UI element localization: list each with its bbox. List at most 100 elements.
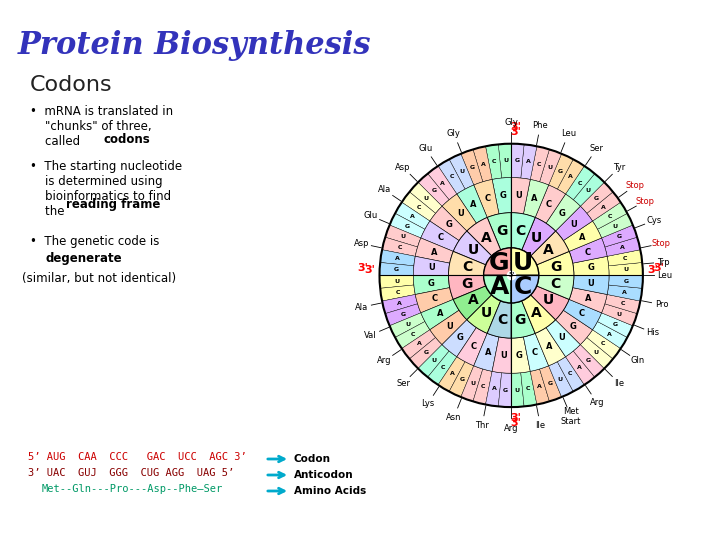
Wedge shape — [484, 248, 511, 275]
Text: G: G — [500, 191, 507, 200]
Wedge shape — [379, 275, 414, 288]
Text: C: C — [395, 290, 400, 295]
Wedge shape — [531, 231, 569, 265]
Text: A: A — [536, 384, 541, 389]
Text: Ala: Ala — [355, 303, 368, 312]
Text: •  The starting nucleotide
    is determined using
    bioinformatics to find
  : • The starting nucleotide is determined … — [30, 160, 182, 218]
Text: His: His — [647, 328, 660, 337]
Wedge shape — [557, 357, 585, 392]
Wedge shape — [449, 275, 486, 299]
Wedge shape — [487, 301, 511, 338]
Wedge shape — [449, 154, 474, 189]
Wedge shape — [557, 159, 585, 194]
Wedge shape — [457, 185, 487, 223]
Wedge shape — [511, 337, 531, 373]
Text: Gly: Gly — [447, 129, 461, 138]
Wedge shape — [531, 369, 549, 404]
Text: A: A — [531, 194, 538, 203]
Wedge shape — [442, 194, 477, 231]
Text: G: G — [462, 277, 472, 291]
Wedge shape — [573, 173, 604, 206]
Wedge shape — [395, 321, 430, 348]
Text: A: A — [568, 174, 572, 179]
Text: •  The genetic code is: • The genetic code is — [30, 235, 159, 248]
Wedge shape — [563, 299, 602, 330]
Wedge shape — [511, 248, 539, 275]
Wedge shape — [602, 304, 637, 326]
Text: G: G — [613, 322, 618, 327]
Wedge shape — [467, 218, 500, 256]
Text: C: C — [397, 245, 402, 250]
Text: Asn: Asn — [446, 413, 462, 422]
Wedge shape — [461, 366, 483, 401]
Wedge shape — [438, 357, 465, 392]
Text: Ser: Ser — [590, 144, 604, 153]
Wedge shape — [461, 150, 483, 185]
Wedge shape — [454, 286, 492, 320]
Wedge shape — [539, 366, 562, 401]
Text: A: A — [450, 372, 454, 376]
Wedge shape — [607, 249, 642, 266]
Wedge shape — [536, 275, 574, 299]
Text: G: G — [585, 358, 591, 363]
Wedge shape — [442, 320, 477, 357]
Text: A: A — [585, 294, 591, 303]
Wedge shape — [511, 373, 524, 407]
Text: G: G — [470, 165, 475, 170]
Wedge shape — [428, 166, 457, 200]
Text: A: A — [622, 290, 627, 295]
Wedge shape — [485, 144, 502, 179]
Text: G: G — [594, 196, 599, 201]
Text: G: G — [431, 188, 437, 193]
Text: G: G — [489, 251, 510, 275]
Wedge shape — [382, 237, 418, 256]
Wedge shape — [598, 313, 633, 338]
Wedge shape — [565, 166, 595, 200]
Text: C: C — [546, 200, 552, 209]
Text: A: A — [577, 365, 582, 370]
Text: Arg: Arg — [377, 356, 392, 366]
Wedge shape — [593, 202, 627, 230]
Wedge shape — [485, 372, 502, 407]
Text: A: A — [579, 233, 585, 242]
Text: G: G — [459, 376, 464, 382]
Wedge shape — [418, 345, 449, 377]
Text: Glu: Glu — [418, 144, 433, 153]
Wedge shape — [608, 262, 643, 275]
Text: U: U — [543, 293, 554, 307]
Wedge shape — [535, 185, 565, 223]
Text: A: A — [490, 275, 509, 300]
Wedge shape — [473, 369, 492, 404]
Text: A: A — [431, 248, 438, 256]
Wedge shape — [492, 178, 511, 214]
Text: 3': 3' — [510, 414, 522, 423]
Text: G: G — [558, 169, 563, 174]
Text: A: A — [546, 342, 552, 350]
Wedge shape — [522, 295, 556, 333]
Text: C: C — [585, 248, 591, 256]
Text: C: C — [410, 332, 415, 337]
Text: G: G — [516, 351, 523, 360]
Wedge shape — [430, 206, 467, 240]
Text: A: A — [437, 309, 444, 318]
Text: Ser: Ser — [396, 379, 410, 388]
Text: Gln: Gln — [631, 356, 645, 366]
Text: U: U — [431, 358, 437, 363]
Text: G: G — [514, 158, 519, 163]
Text: 3': 3' — [358, 263, 369, 273]
Wedge shape — [402, 330, 436, 359]
Wedge shape — [549, 362, 573, 397]
Wedge shape — [521, 144, 537, 179]
Wedge shape — [473, 146, 492, 182]
Text: Thr: Thr — [475, 421, 489, 430]
Text: C: C — [515, 224, 525, 238]
Text: G: G — [624, 279, 629, 284]
Wedge shape — [474, 179, 499, 218]
Text: Trp: Trp — [657, 258, 670, 267]
Text: Tyr: Tyr — [613, 163, 626, 172]
Text: A: A — [470, 200, 477, 209]
Text: U: U — [428, 263, 435, 272]
Text: A: A — [397, 301, 402, 306]
Wedge shape — [523, 333, 549, 372]
Wedge shape — [549, 154, 573, 189]
